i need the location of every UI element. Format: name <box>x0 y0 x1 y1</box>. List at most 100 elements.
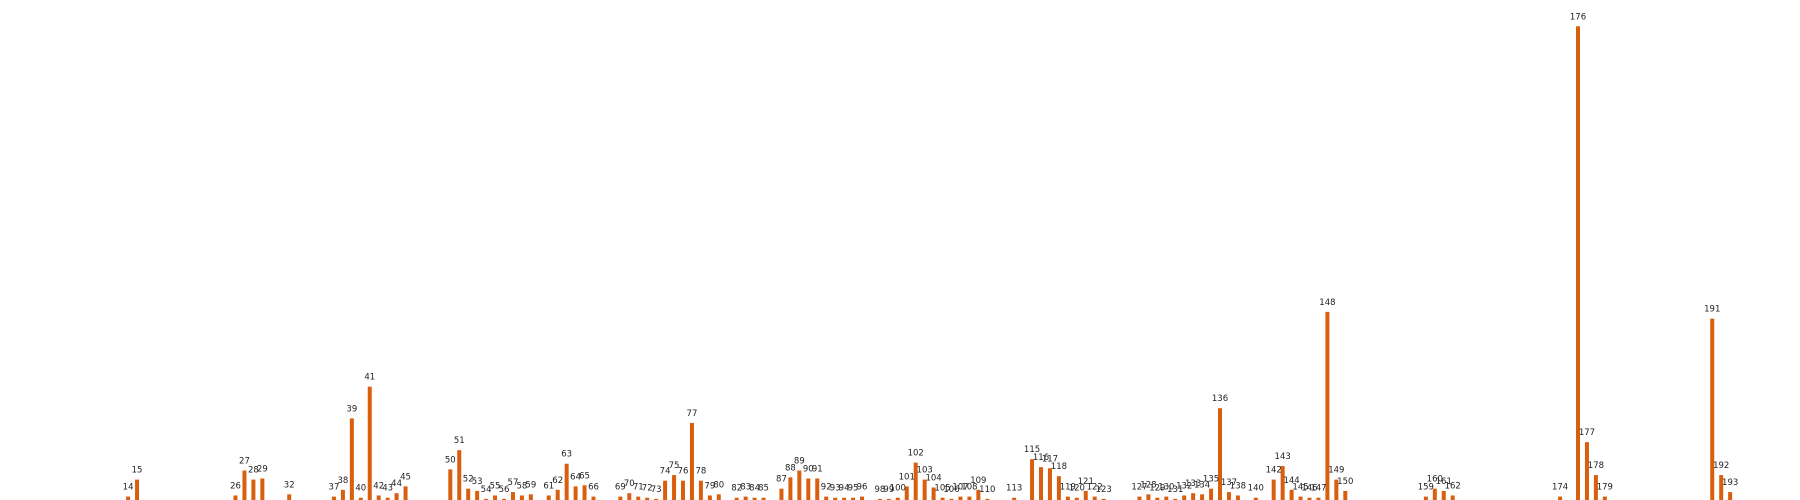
bar-label-62: 62 <box>552 476 563 486</box>
bar-135 <box>1209 488 1214 500</box>
bar-label-42: 42 <box>373 481 384 491</box>
bar-label-41: 41 <box>364 373 375 383</box>
bar-179 <box>1602 496 1607 500</box>
bar-label-93: 93 <box>830 484 841 494</box>
bar-101 <box>904 486 909 500</box>
bar-label-63: 63 <box>561 450 572 460</box>
bar-label-51: 51 <box>454 436 465 446</box>
bar-70 <box>627 493 632 500</box>
bar-113 <box>1012 497 1017 500</box>
bar-label-85: 85 <box>758 484 769 494</box>
bar-label-137: 137 <box>1221 478 1237 488</box>
bar-label-115: 115 <box>1024 445 1040 455</box>
bar-label-95: 95 <box>848 484 859 494</box>
bar-label-14: 14 <box>123 483 134 493</box>
bar-label-83: 83 <box>740 483 751 493</box>
bar-146 <box>1307 497 1312 500</box>
bar-label-146: 146 <box>1301 484 1317 494</box>
bar-44 <box>394 493 399 500</box>
bar-38 <box>340 489 345 500</box>
bar-label-58: 58 <box>516 481 527 491</box>
bar-160 <box>1432 488 1437 500</box>
bar-label-53: 53 <box>472 477 483 487</box>
bar-62 <box>555 489 560 500</box>
bar-102 <box>913 462 918 500</box>
bar-label-84: 84 <box>749 484 760 494</box>
bar-79 <box>707 495 712 500</box>
bar-54 <box>484 498 489 500</box>
bar-116 <box>1039 467 1043 500</box>
bar-29 <box>260 478 265 500</box>
bar-110 <box>985 498 990 500</box>
bar-115 <box>1030 459 1035 500</box>
bar-147 <box>1316 497 1321 500</box>
bar-label-130: 130 <box>1158 483 1174 493</box>
bar-77 <box>689 422 694 500</box>
bar-label-54: 54 <box>481 485 492 495</box>
bar-138 <box>1235 495 1240 500</box>
bar-label-121: 121 <box>1078 477 1094 487</box>
bar-label-39: 39 <box>346 404 357 414</box>
bar-label-91: 91 <box>812 464 823 474</box>
bar-191 <box>1710 318 1715 500</box>
bar-27 <box>242 470 247 500</box>
bar-label-191: 191 <box>1704 305 1720 315</box>
bar-label-147: 147 <box>1310 484 1326 494</box>
bar-103 <box>922 479 927 500</box>
bar-193 <box>1728 492 1733 500</box>
bar-130 <box>1164 496 1169 500</box>
bar-57 <box>510 492 515 500</box>
bar-72 <box>645 497 650 500</box>
bar-26 <box>233 495 238 500</box>
bar-label-135: 135 <box>1203 475 1219 485</box>
bar-91 <box>815 478 820 500</box>
bar-label-71: 71 <box>633 483 644 493</box>
bar-label-101: 101 <box>899 472 915 482</box>
bar-162 <box>1450 495 1455 500</box>
bar-107 <box>958 496 963 500</box>
bar-119 <box>1065 496 1070 500</box>
bar-label-159: 159 <box>1418 483 1434 493</box>
bar-71 <box>636 496 641 500</box>
bar-label-72: 72 <box>642 484 653 494</box>
bar-label-98: 98 <box>874 485 885 495</box>
bar-label-79: 79 <box>704 481 715 491</box>
bar-label-87: 87 <box>776 475 787 485</box>
bar-label-193: 193 <box>1722 478 1738 488</box>
bar-label-108: 108 <box>961 483 977 493</box>
bar-15 <box>135 479 140 500</box>
bar-label-69: 69 <box>615 483 626 493</box>
bar-143 <box>1280 466 1285 500</box>
bar-129 <box>1155 497 1160 500</box>
bar-120 <box>1074 497 1079 500</box>
bar-label-138: 138 <box>1230 481 1246 491</box>
bar-label-75: 75 <box>669 461 680 471</box>
bar-142 <box>1271 479 1276 500</box>
bar-label-89: 89 <box>794 457 805 467</box>
bar-label-15: 15 <box>132 466 143 476</box>
bar-32 <box>287 494 292 500</box>
bar-label-149: 149 <box>1328 466 1344 476</box>
bar-label-161: 161 <box>1436 477 1452 487</box>
bar-label-40: 40 <box>355 484 366 494</box>
bar-178 <box>1593 475 1598 500</box>
bars-layer <box>126 26 1733 500</box>
bar-99 <box>886 498 891 500</box>
bar-label-109: 109 <box>970 476 986 486</box>
bar-73 <box>654 498 659 500</box>
bar-58 <box>519 495 524 500</box>
bar-label-27: 27 <box>239 457 250 467</box>
bar-label-116: 116 <box>1033 453 1049 463</box>
bar-label-45: 45 <box>400 472 411 482</box>
bar-52 <box>466 488 471 500</box>
bar-127 <box>1137 496 1142 500</box>
bar-159 <box>1423 496 1428 500</box>
bar-121 <box>1083 490 1088 500</box>
bar-label-88: 88 <box>785 463 796 473</box>
bar-14 <box>126 496 131 500</box>
bar-label-73: 73 <box>651 485 662 495</box>
bar-label-66: 66 <box>588 483 599 493</box>
bar-131 <box>1173 498 1178 500</box>
bar-118 <box>1056 476 1061 500</box>
bar-28 <box>251 479 256 500</box>
